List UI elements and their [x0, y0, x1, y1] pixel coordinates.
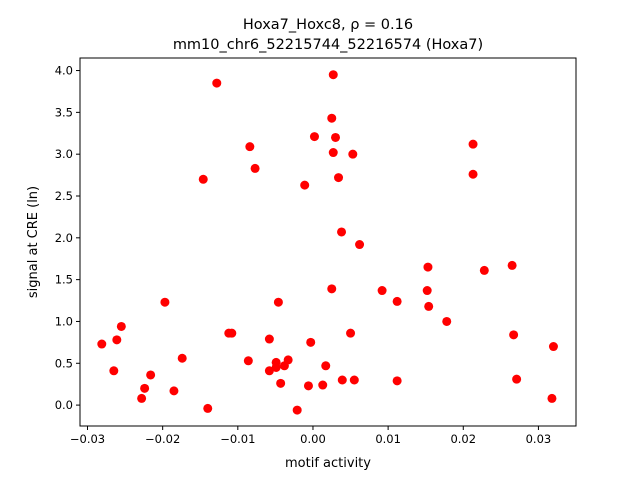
- plot-frame: [79, 57, 577, 427]
- data-point: [337, 227, 347, 237]
- data-point: [292, 405, 302, 415]
- data-point: [137, 393, 147, 403]
- data-point: [140, 383, 150, 393]
- data-point: [245, 142, 255, 152]
- data-point: [349, 375, 359, 385]
- data-point: [321, 361, 331, 371]
- chart-title-line1: Hoxa7_Hoxc8, ρ = 0.16: [243, 17, 413, 33]
- data-point: [198, 174, 208, 184]
- data-point: [328, 70, 338, 80]
- data-point: [327, 284, 337, 294]
- data-point: [392, 296, 402, 306]
- data-point: [422, 286, 432, 296]
- y-tick-label: 3.0: [55, 147, 73, 161]
- data-point: [318, 380, 328, 390]
- data-point: [116, 321, 126, 331]
- data-point: [337, 375, 347, 385]
- data-point: [348, 149, 358, 159]
- data-point: [327, 113, 337, 123]
- data-point: [468, 139, 478, 149]
- chart-title-line2: mm10_chr6_52215744_52216574 (Hoxa7): [173, 37, 483, 53]
- data-point: [424, 301, 434, 311]
- x-tick-label: −0.03: [70, 432, 105, 446]
- data-point: [276, 378, 286, 388]
- x-tick-label: 0.01: [375, 432, 401, 446]
- data-point: [346, 328, 356, 338]
- data-point: [177, 353, 187, 363]
- data-point: [227, 328, 237, 338]
- data-point: [160, 297, 170, 307]
- data-point: [331, 132, 341, 142]
- y-tick-label: 0.5: [55, 356, 73, 370]
- data-point: [264, 366, 274, 376]
- x-tick-label: −0.01: [220, 432, 255, 446]
- data-point: [264, 334, 274, 344]
- data-point: [309, 132, 319, 142]
- data-point: [512, 374, 522, 384]
- y-tick-label: 1.5: [55, 273, 73, 287]
- y-tick-label: 2.5: [55, 189, 73, 203]
- y-tick-label: 1.0: [55, 314, 73, 328]
- y-axis: 0.0 0.5 1.0 1.5 2.0 2.5 3.0 3.5 4.0: [55, 64, 80, 412]
- x-tick-label: 0.00: [300, 432, 326, 446]
- data-point: [509, 330, 519, 340]
- x-tick-label: 0.02: [450, 432, 476, 446]
- data-point: [283, 355, 293, 365]
- data-point: [203, 403, 213, 413]
- data-point: [442, 316, 452, 326]
- data-point: [169, 386, 179, 396]
- data-point: [303, 381, 313, 391]
- data-point: [423, 262, 433, 272]
- data-point: [548, 342, 558, 352]
- y-tick-label: 3.5: [55, 105, 73, 119]
- y-axis-label: signal at CRE (ln): [26, 186, 41, 298]
- y-tick-label: 4.0: [55, 64, 73, 78]
- data-point: [377, 286, 387, 296]
- data-point: [273, 297, 283, 307]
- data-point: [146, 370, 156, 380]
- x-tick-label: −0.02: [145, 432, 180, 446]
- data-point: [212, 78, 222, 88]
- data-point: [334, 173, 344, 183]
- data-point: [468, 169, 478, 179]
- points-layer: [97, 70, 558, 415]
- data-point: [507, 260, 517, 270]
- x-axis-label: motif activity: [285, 456, 371, 471]
- data-point: [300, 180, 310, 190]
- data-point: [355, 240, 365, 250]
- data-point: [243, 356, 253, 366]
- y-tick-label: 2.0: [55, 231, 73, 245]
- data-point: [112, 335, 122, 345]
- x-axis: −0.03 −0.02 −0.01 0.00 0.01 0.02 0.03: [70, 426, 551, 446]
- data-point: [392, 376, 402, 386]
- data-point: [109, 366, 119, 376]
- y-tick-label: 0.0: [55, 398, 73, 412]
- data-point: [271, 357, 281, 367]
- data-point: [97, 339, 107, 349]
- data-point: [547, 393, 557, 403]
- data-point: [306, 337, 316, 347]
- data-point: [328, 148, 338, 158]
- data-point: [250, 163, 260, 173]
- data-point: [479, 265, 489, 275]
- x-tick-label: 0.03: [526, 432, 552, 446]
